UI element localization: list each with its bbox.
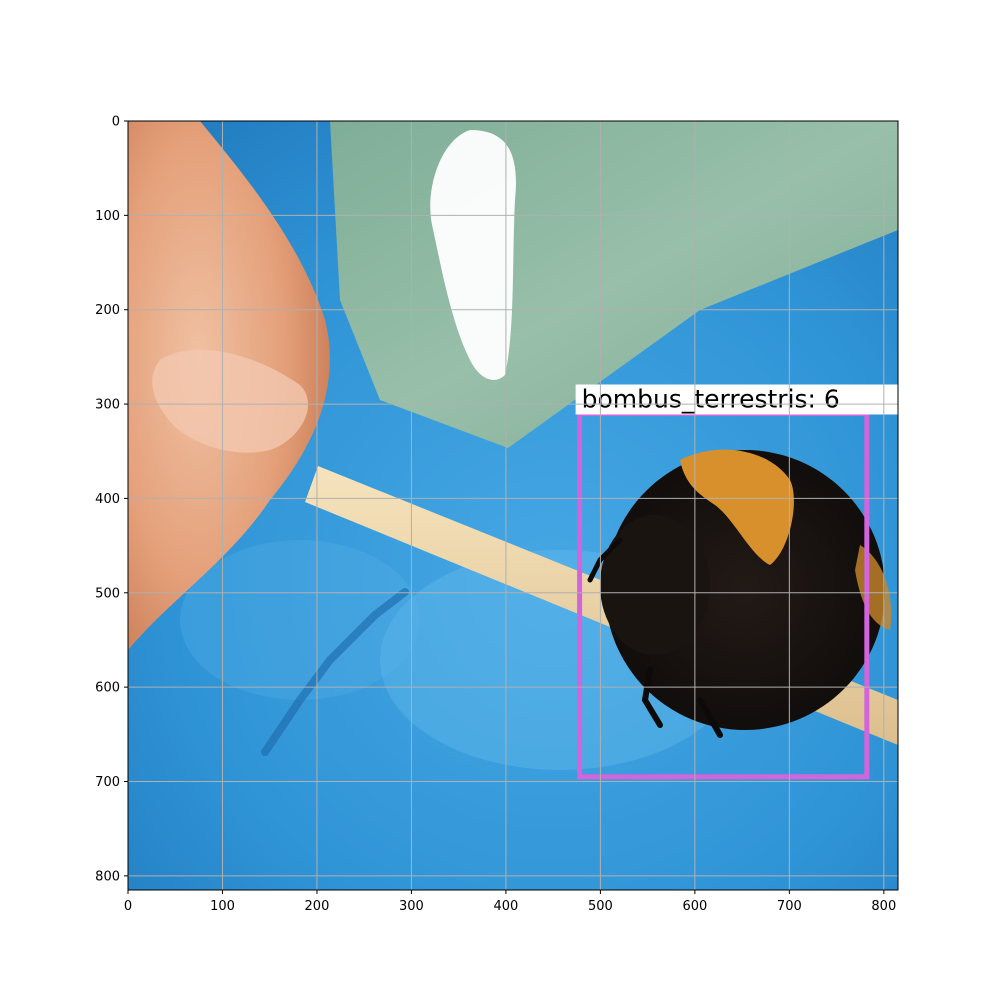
y-tick-label: 100 — [95, 209, 120, 224]
y-tick-label: 500 — [95, 586, 120, 601]
x-tick-label: 0 — [124, 899, 132, 914]
container-highlight — [430, 130, 516, 380]
x-tick-label: 300 — [399, 899, 424, 914]
y-tick-label: 800 — [95, 869, 120, 884]
surface-glare — [180, 540, 420, 700]
x-tick-label: 800 — [871, 899, 896, 914]
x-tick-label: 500 — [588, 899, 613, 914]
y-tick-label: 200 — [95, 303, 120, 318]
x-tick-label: 200 — [305, 899, 330, 914]
y-tick-label: 300 — [95, 398, 120, 413]
detection-layer: bombus_terrestris: 6 — [575, 384, 898, 780]
photo: bombus_terrestris: 6 — [128, 121, 898, 890]
y-tick-label: 600 — [95, 681, 120, 696]
x-tick-label: 400 — [494, 899, 519, 914]
x-tick-label: 100 — [210, 899, 235, 914]
bumblebee — [587, 449, 892, 738]
detection-label: bombus_terrestris: 6 — [582, 385, 840, 414]
y-tick-label: 400 — [95, 492, 120, 507]
fingernail — [152, 349, 309, 453]
surface-scratch — [261, 588, 409, 756]
y-tick-label: 0 — [112, 115, 120, 130]
tick-layer: 0 100 200 300 400 500 600 700 800 0 100 200 300 400 50… — [95, 115, 896, 915]
x-tick-label: 600 — [682, 899, 707, 914]
x-tick-label: 700 — [777, 899, 802, 914]
axes-frame — [127, 120, 899, 891]
y-tick-label: 700 — [95, 775, 120, 790]
detection-label-background — [575, 384, 898, 415]
